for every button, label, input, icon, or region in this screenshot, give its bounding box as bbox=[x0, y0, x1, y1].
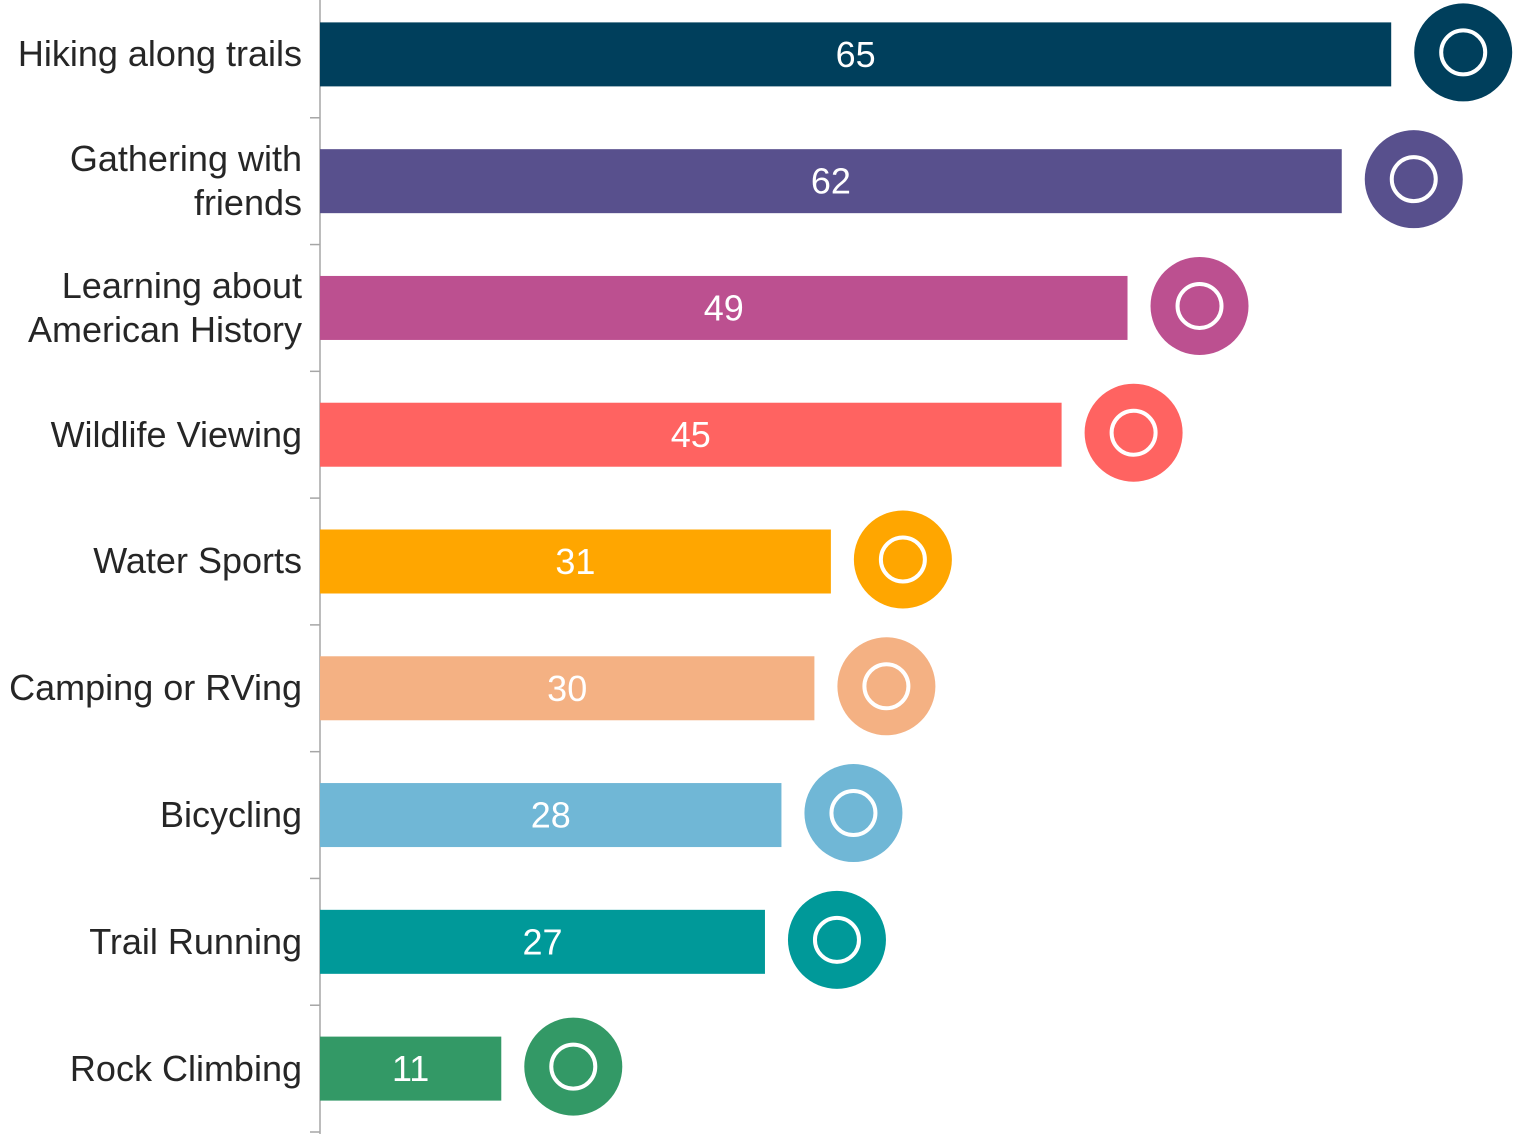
category-label: Hiking along trails bbox=[17, 33, 302, 75]
activity-icon bbox=[853, 510, 952, 609]
activity-icon-glyph bbox=[1389, 155, 1438, 204]
bar bbox=[320, 909, 765, 974]
value-label: 65 bbox=[836, 34, 876, 75]
activity-icon bbox=[1084, 383, 1183, 482]
activity-icon bbox=[524, 1017, 623, 1116]
bar bbox=[320, 275, 1128, 340]
category-label: Water Sports bbox=[93, 540, 302, 582]
category-label: Rock Climbing bbox=[69, 1047, 302, 1089]
value-label: 27 bbox=[522, 921, 562, 962]
activity-icon bbox=[1364, 130, 1463, 229]
bar bbox=[320, 783, 782, 848]
bar bbox=[320, 22, 1392, 87]
value-label: 49 bbox=[704, 287, 744, 328]
bar bbox=[320, 1036, 502, 1101]
activity-icon bbox=[804, 764, 903, 863]
value-label: 31 bbox=[555, 541, 595, 582]
bar bbox=[320, 656, 815, 721]
value-label: 28 bbox=[531, 795, 571, 836]
bar bbox=[320, 149, 1342, 214]
activity-icon-glyph bbox=[812, 915, 861, 964]
activity-icon bbox=[1150, 256, 1249, 355]
activity-icon bbox=[787, 890, 886, 989]
activity-icon-glyph bbox=[1109, 408, 1158, 457]
value-label: 45 bbox=[671, 414, 711, 455]
category-label: Trail Running bbox=[89, 920, 302, 962]
activity-icon-glyph bbox=[829, 789, 878, 838]
activity-icon-glyph bbox=[862, 662, 911, 711]
category-label: Camping or RVing bbox=[9, 667, 302, 709]
value-label: 11 bbox=[392, 1048, 429, 1089]
activity-icon-glyph bbox=[549, 1042, 598, 1091]
category-label: Bicycling bbox=[159, 794, 302, 836]
activity-icon-glyph bbox=[1439, 28, 1488, 77]
bar bbox=[320, 402, 1062, 467]
category-label: Gathering with friends bbox=[69, 138, 302, 224]
activity-icon-glyph bbox=[1175, 281, 1224, 330]
bar bbox=[320, 529, 831, 594]
value-label: 62 bbox=[811, 161, 851, 202]
activity-icon bbox=[1414, 3, 1513, 102]
category-label: Learning about American History bbox=[27, 264, 302, 350]
activity-icon bbox=[837, 637, 936, 736]
category-label: Wildlife Viewing bbox=[50, 413, 302, 455]
activity-icon-glyph bbox=[878, 535, 927, 584]
value-label: 30 bbox=[547, 668, 587, 709]
